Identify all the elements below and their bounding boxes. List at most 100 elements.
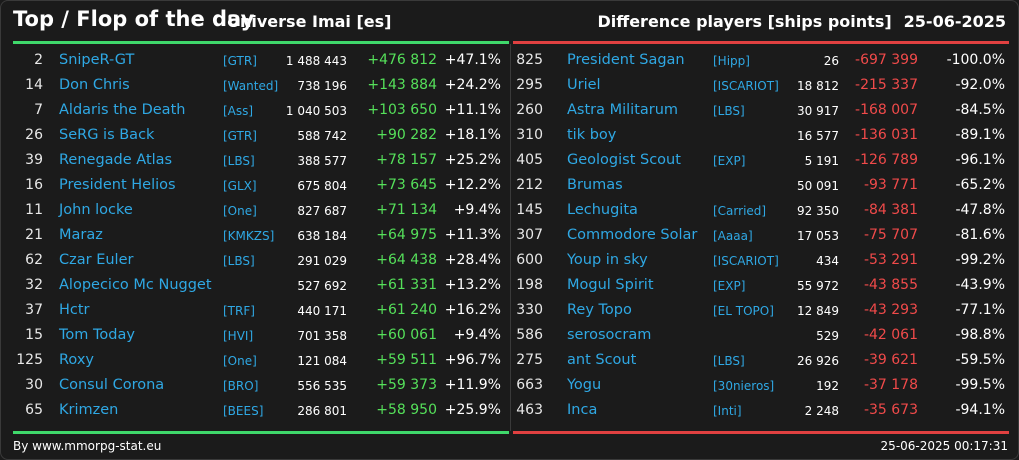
top-row: 37 Hctr [TRF] 440 171 +61 240 +16.2%	[13, 298, 509, 323]
top-row: 21 Maraz [KMKZS] 638 184 +64 975 +11.3%	[13, 223, 509, 248]
points-cell: 50 091	[797, 179, 839, 193]
alliance-tag-link[interactable]: [HVI]	[223, 329, 254, 343]
alliance-tag-link[interactable]: [GLX]	[223, 179, 257, 193]
player-name-link[interactable]: Astra Militarum	[567, 102, 679, 118]
player-name-link[interactable]: Renegade Atlas	[59, 152, 173, 168]
rank-cell: 16	[25, 177, 43, 193]
points-cell: 30 917	[797, 104, 839, 118]
alliance-tag-link[interactable]: [One]	[223, 354, 257, 368]
player-name-link[interactable]: Aldaris the Death	[59, 102, 186, 118]
player-name-link[interactable]: Commodore Solar	[567, 227, 698, 243]
alliance-tag-link[interactable]: [Hipp]	[713, 54, 750, 68]
universe-label: Universe Imai [es]	[227, 12, 392, 31]
alliance-tag-link[interactable]: [GTR]	[223, 54, 257, 68]
difference-cell: -35 673	[863, 402, 918, 418]
player-name-link[interactable]: President Sagan	[567, 52, 685, 68]
alliance-tag-link[interactable]: [EL TOPO]	[713, 304, 774, 318]
points-cell: 17 053	[797, 229, 839, 243]
difference-cell: -43 293	[863, 302, 918, 318]
alliance-tag-link[interactable]: [Ass]	[223, 104, 254, 118]
alliance-tag-link[interactable]: [GTR]	[223, 129, 257, 143]
alliance-tag-link[interactable]: [BEES]	[223, 404, 264, 418]
alliance-tag-link[interactable]: [30nieros]	[713, 379, 775, 393]
points-cell: 588 742	[297, 129, 347, 143]
points-cell: 434	[816, 254, 839, 268]
player-name-link[interactable]: Yogu	[567, 377, 602, 393]
player-name-link[interactable]: Geologist Scout	[567, 152, 681, 168]
alliance-tag-link[interactable]: [KMKZS]	[223, 229, 275, 243]
player-name-link[interactable]: Uriel	[567, 77, 601, 93]
player-name-link[interactable]: Youp in sky	[567, 252, 648, 268]
player-name-link[interactable]: tik boy	[567, 127, 617, 143]
rank-cell: 65	[25, 402, 43, 418]
player-name-link[interactable]: Brumas	[567, 177, 623, 193]
percent-cell: -84.5%	[955, 102, 1005, 118]
alliance-tag-link[interactable]: [ISCARIOT]	[713, 79, 779, 93]
percent-cell: +96.7%	[444, 352, 501, 368]
flop-row: 260 Astra Militarum [LBS] 30 917 -168 007 -84…	[513, 98, 1009, 123]
alliance-tag-link[interactable]: [EXP]	[713, 279, 746, 293]
points-cell: 55 972	[797, 279, 839, 293]
percent-cell: +9.4%	[453, 327, 501, 343]
alliance-tag-link[interactable]: [Carried]	[713, 204, 767, 218]
top-row: 65 Krimzen [BEES] 286 801 +58 950 +25.9%	[13, 398, 509, 423]
difference-cell: +59 511	[376, 352, 437, 368]
top-rule	[13, 41, 509, 44]
rank-cell: 825	[516, 52, 543, 68]
player-name-link[interactable]: Rey Topo	[567, 302, 632, 318]
rank-cell: 7	[34, 102, 43, 118]
percent-cell: +28.4%	[444, 252, 501, 268]
player-name-link[interactable]: Maraz	[59, 227, 103, 243]
player-name-link[interactable]: Inca	[567, 402, 598, 418]
alliance-tag-link[interactable]: [EXP]	[713, 154, 746, 168]
percent-cell: +25.9%	[444, 402, 501, 418]
player-name-link[interactable]: Tom Today	[59, 327, 135, 343]
rank-cell: 11	[25, 202, 43, 218]
alliance-tag-link[interactable]: [TRF]	[223, 304, 255, 318]
player-name-link[interactable]: Don Chris	[59, 77, 130, 93]
alliance-tag-link[interactable]: [LBS]	[713, 354, 745, 368]
player-name-link[interactable]: John locke	[59, 202, 133, 218]
rank-cell: 463	[516, 402, 543, 418]
top-row: 11 John locke [One] 827 687 +71 134 +9.4%	[13, 198, 509, 223]
alliance-tag-link[interactable]: [LBS]	[223, 154, 255, 168]
player-name-link[interactable]: Mogul Spirit	[567, 277, 654, 293]
difference-cell: +61 331	[376, 277, 437, 293]
rank-cell: 405	[516, 152, 543, 168]
player-name-link[interactable]: Roxy	[59, 352, 95, 368]
alliance-tag-link[interactable]: [Aaaa]	[713, 229, 753, 243]
player-name-link[interactable]: serosocram	[567, 327, 652, 343]
alliance-tag-link[interactable]: [One]	[223, 204, 257, 218]
player-name-link[interactable]: Krimzen	[59, 402, 119, 418]
percent-cell: +13.2%	[444, 277, 501, 293]
percent-cell: -100.0%	[946, 52, 1005, 68]
player-name-link[interactable]: SeRG is Back	[59, 127, 155, 143]
player-name-link[interactable]: SnipeR-GT	[59, 52, 135, 68]
difference-cell: +143 884	[367, 77, 437, 93]
player-name-link[interactable]: Hctr	[59, 302, 90, 318]
difference-cell: -168 007	[855, 102, 918, 118]
player-name-link[interactable]: Czar Euler	[59, 252, 134, 268]
alliance-tag-link[interactable]: [Inti]	[713, 404, 742, 418]
points-cell: 1 488 443	[285, 54, 347, 68]
player-name-link[interactable]: ant Scout	[567, 352, 637, 368]
points-cell: 291 029	[297, 254, 347, 268]
points-cell: 1 040 503	[285, 104, 347, 118]
flop-rule	[513, 41, 1009, 44]
player-name-link[interactable]: Lechugita	[567, 202, 638, 218]
alliance-tag-link[interactable]: [ISCARIOT]	[713, 254, 779, 268]
player-name-link[interactable]: President Helios	[59, 177, 176, 193]
player-name-link[interactable]: Consul Corona	[59, 377, 165, 393]
alliance-tag-link[interactable]: [Wanted]	[223, 79, 279, 93]
alliance-tag-link[interactable]: [LBS]	[223, 254, 255, 268]
difference-cell: +73 645	[376, 177, 437, 193]
alliance-tag-link[interactable]: [LBS]	[713, 104, 745, 118]
alliance-tag-link[interactable]: [BRO]	[223, 379, 259, 393]
difference-cell: -93 771	[863, 177, 918, 193]
percent-cell: -99.5%	[955, 377, 1005, 393]
percent-cell: +11.3%	[444, 227, 501, 243]
percent-cell: -96.1%	[955, 152, 1005, 168]
flop-row: 275 ant Scout [LBS] 26 926 -39 621 -59.5%	[513, 348, 1009, 373]
player-name-link[interactable]: Alopecico Mc Nugget	[59, 277, 212, 293]
